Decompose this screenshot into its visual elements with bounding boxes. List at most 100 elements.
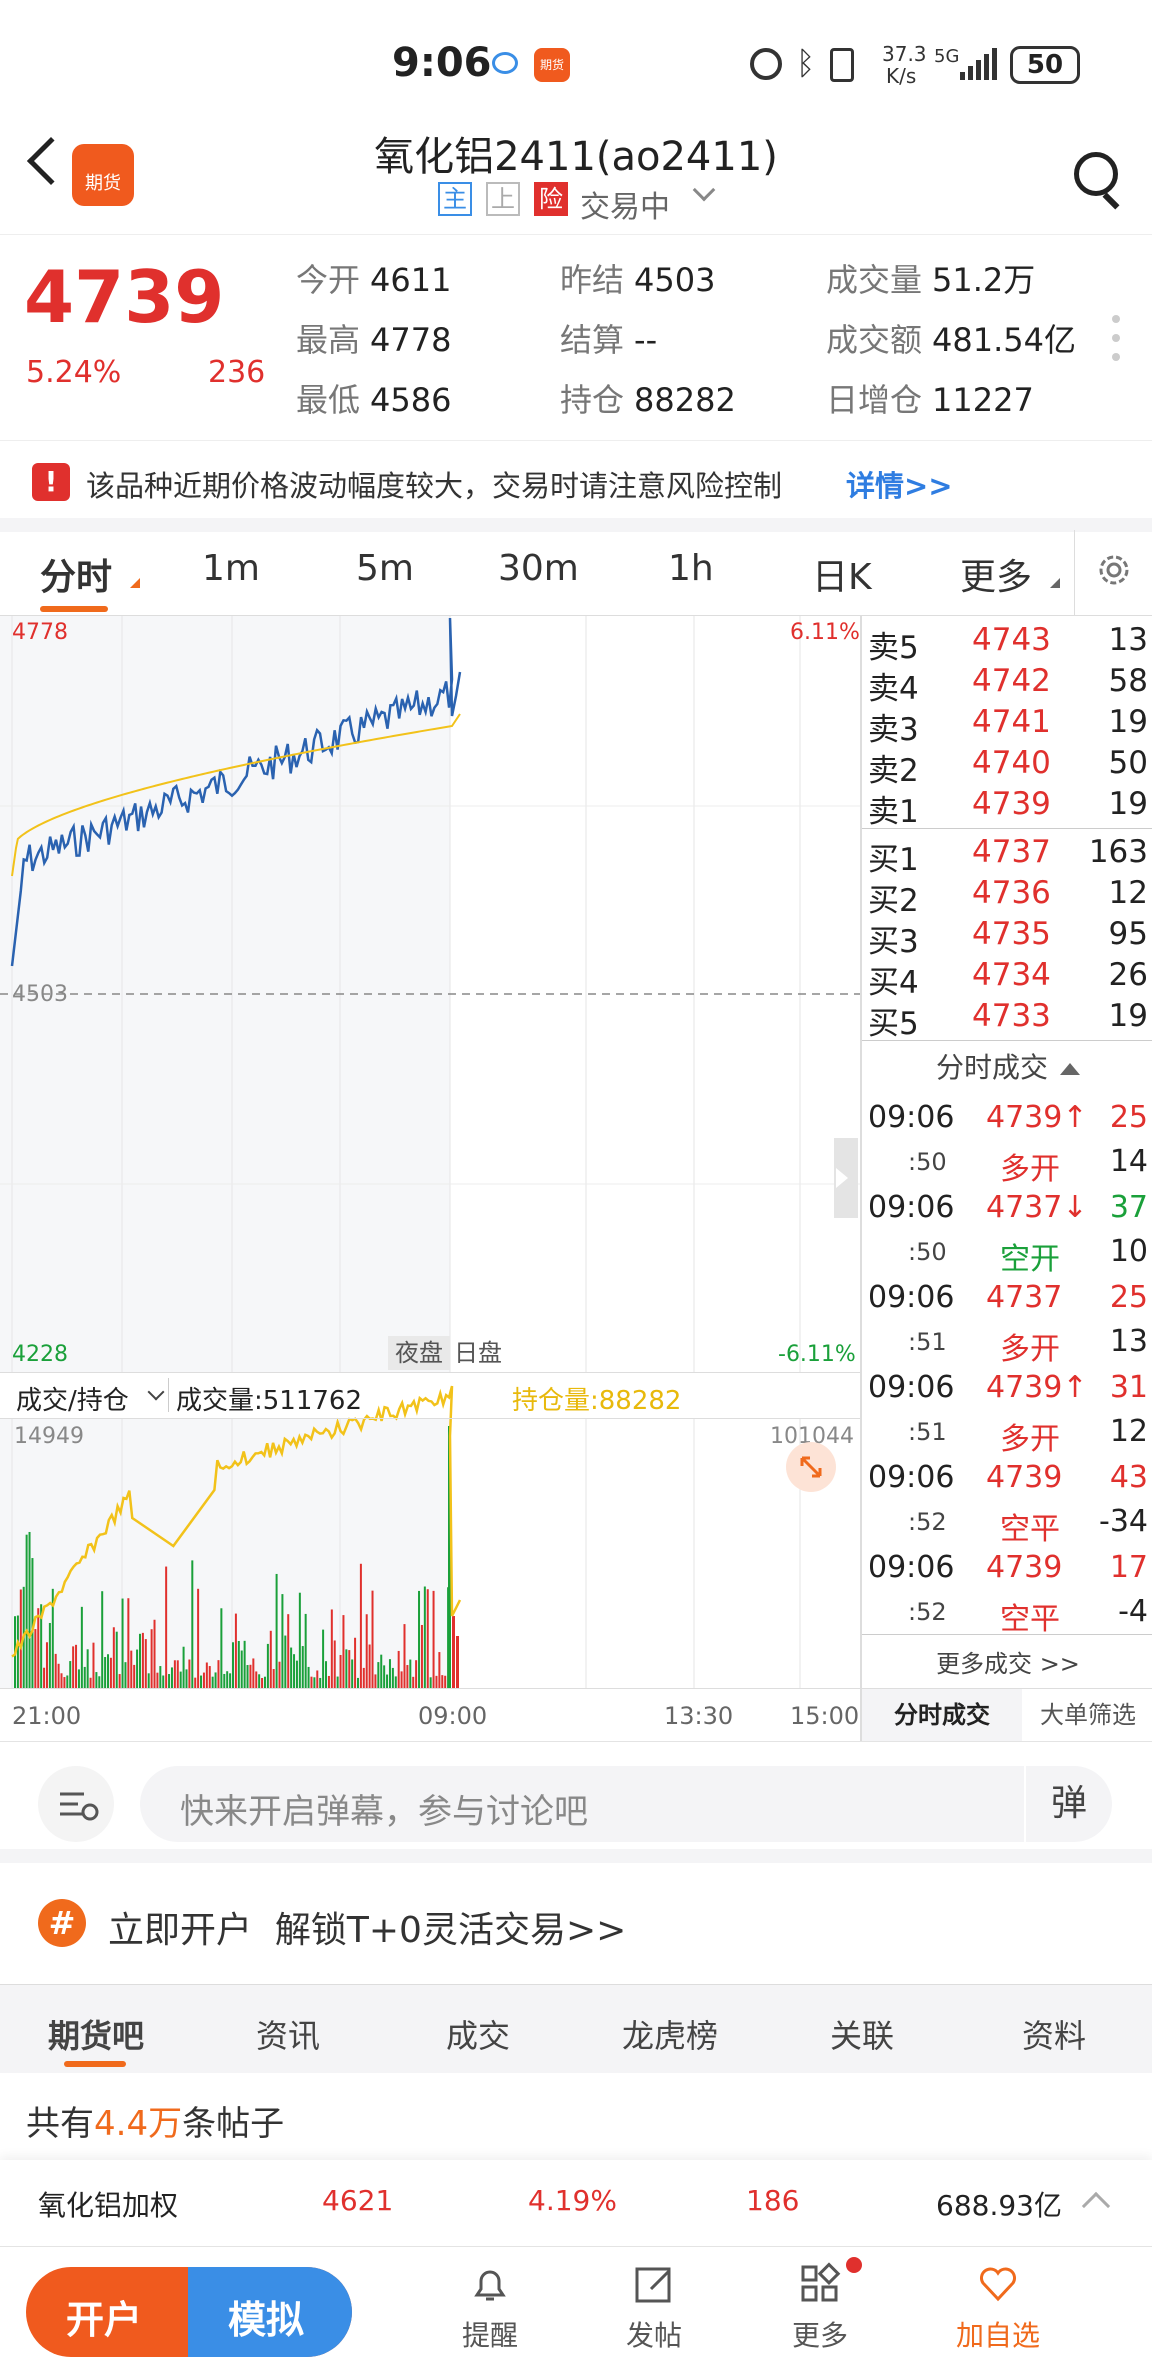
tab-30m[interactable]: 30m [498,548,579,589]
volume-bar [75,1644,78,1688]
nav-remind[interactable]: 提醒 [430,2261,550,2354]
battery-indicator: 50 [1010,46,1080,84]
oi-inc-stat: 日增仓 11227 [826,375,1034,421]
intraday-chart[interactable]: 4778 4503 4228 6.11% -6.11% 夜盘 日盘 成交/持仓 … [0,616,860,1741]
volume-bar [356,1677,359,1688]
danmu-button[interactable]: 弹 [1024,1766,1112,1842]
nav-more[interactable]: 更多 [760,2261,880,2354]
caret-up-icon [1060,1063,1080,1075]
tab-5m[interactable]: 5m [356,548,414,589]
prev-settle-stat: 昨结 4503 [560,255,715,301]
sub-chart-selector[interactable]: 成交/持仓 [16,1386,129,1416]
tick-time: 09:06 [868,1280,955,1315]
volume-bar [173,1660,176,1688]
ask-label: 卖4 [868,671,919,707]
volume-bar [452,1616,455,1688]
volume-bar [214,1672,217,1688]
fullscreen-toggle-icon[interactable] [786,1442,836,1492]
comment-input[interactable] [140,1766,1112,1842]
volume-bar [293,1654,296,1688]
volume-bar [63,1677,66,1688]
danmu-settings-icon[interactable] [38,1766,114,1842]
tick-price: 4739↑ [986,1100,1088,1135]
tab-intraday-caret [130,578,140,588]
simulate-button[interactable] [188,2267,352,2357]
tick-volume: 31 [1109,1370,1148,1405]
prev-settle-value: 4503 [634,261,716,299]
chevron-down-icon[interactable] [692,178,716,202]
ask-price: 4743 [972,622,1051,658]
settings-gear-icon[interactable] [1094,550,1134,590]
volume-bar [237,1640,240,1688]
volume-bar [258,1674,261,1688]
volume-bar [86,1649,89,1688]
trading-status[interactable]: 交易中 [580,190,670,225]
volume-bar [377,1662,380,1688]
search-icon[interactable] [1074,152,1118,196]
volume-bar [316,1670,319,1688]
more-dots-icon[interactable] [1112,313,1120,363]
tab-futures-bar[interactable]: 期货吧 [48,2017,145,2055]
book-divider [862,1688,1152,1689]
nav-post[interactable]: 发帖 [594,2261,714,2354]
volume-bar [136,1649,139,1688]
volume-bar [112,1627,115,1688]
volume-bar [80,1606,83,1688]
network-type: 5G [934,46,960,67]
volume-bar [380,1654,383,1688]
open-account-promo[interactable]: # 立即开户 解锁T+0灵活交易>> [0,1863,1152,1985]
tab-profile[interactable]: 资料 [1022,2017,1087,2055]
tab-news[interactable]: 资讯 [256,2017,321,2055]
tab-1h[interactable]: 1h [668,548,714,589]
oi-inc-label: 日增仓 [826,381,923,419]
volume-bar [304,1613,307,1688]
posts-count: 共有4.4万条帖子 [26,2096,284,2145]
tick-time: 09:06 [868,1370,955,1405]
volume-bar [327,1675,330,1688]
volume-bar [72,1646,75,1688]
tick-volume: 37 [1109,1190,1148,1225]
volume-bar [371,1590,374,1688]
tab-more[interactable]: 更多 [960,557,1033,598]
volume-bar [124,1662,127,1688]
chevron-up-icon[interactable] [1081,2191,1111,2221]
more-ticks-link[interactable]: 更多成交 >> [936,1650,1080,1678]
volume-bar [25,1534,28,1688]
tick-volume: 25 [1109,1100,1148,1135]
tab-trades[interactable]: 成交 [446,2017,511,2055]
weighted-index-ticker[interactable]: 氧化铝加权 4621 4.19% 186 688.93亿 [0,2160,1152,2246]
tab-daily[interactable]: 日K [812,557,872,598]
tab-related[interactable]: 关联 [830,2017,895,2055]
volume-bar [322,1629,325,1688]
nav-watchlist[interactable]: 加自选 [938,2261,1058,2354]
volume-bar [83,1666,86,1688]
volume-bar [295,1660,298,1688]
tag-risk: 险 [534,182,568,216]
ticks-title-label: 分时成交 [935,1051,1048,1084]
tab-tick-trades[interactable]: 分时成交 [862,1689,1022,1741]
volume-bar [240,1650,243,1688]
volume-bar [432,1590,435,1688]
tab-ranking[interactable]: 龙虎榜 [622,2017,719,2055]
tab-1m[interactable]: 1m [202,548,260,589]
tab-large-orders[interactable]: 大单筛选 [1040,1701,1136,1729]
volume-bar [54,1653,57,1688]
ask-row: 卖1 4739 19 [868,786,1148,830]
volume-bar [226,1671,229,1688]
nav-more-label: 更多 [791,2319,848,2352]
alert-details-link[interactable]: 详情>> [846,469,953,503]
search-icon-handle [1102,192,1120,210]
tick-price: 4739 [986,1550,1063,1585]
high-stat: 最高 4778 [296,315,451,361]
ask-volume: 19 [1108,786,1148,822]
volume-bar [403,1624,406,1688]
ticks-title[interactable]: 分时成交 [862,1046,1152,1086]
tab-intraday[interactable]: 分时 [40,557,113,598]
tick-type: 空平 [1000,1602,1060,1637]
tick-detail-row: :52 空平 -4 [868,1594,1148,1637]
price-axis-top: 4778 [12,620,68,645]
alarm-icon [750,48,782,80]
bid-label: 买2 [868,883,919,919]
settle-stat: 结算 -- [560,315,657,361]
vibrate-icon [830,48,854,82]
